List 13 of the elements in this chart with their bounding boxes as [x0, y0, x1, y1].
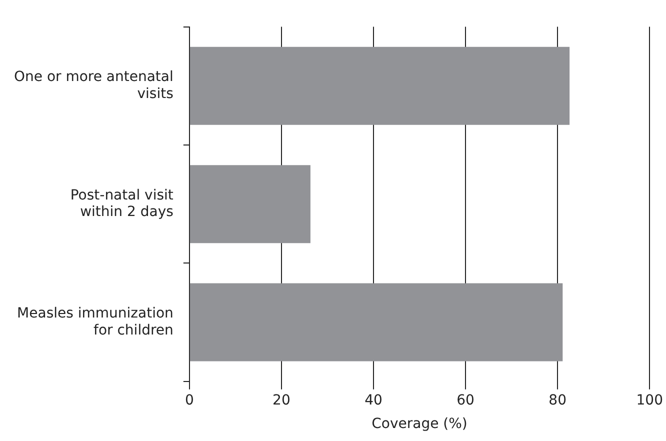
bar — [190, 46, 570, 125]
bar — [190, 165, 310, 244]
x-tick-label: 80 — [548, 392, 567, 408]
x-axis-title: Coverage (%) — [372, 416, 468, 432]
y-tick-label: One or more antenatal visits — [14, 69, 174, 102]
x-tick-label: 20 — [272, 392, 290, 408]
bar — [190, 283, 563, 362]
x-tick-label: 0 — [184, 392, 194, 408]
x-tick-label: 60 — [456, 392, 474, 408]
x-tick-label: 100 — [636, 392, 664, 408]
y-tick-label: Post-natal visit within 2 days — [70, 187, 174, 220]
y-tick-label: Measles immunization for children — [17, 306, 174, 338]
x-tick-label: 40 — [364, 392, 382, 408]
